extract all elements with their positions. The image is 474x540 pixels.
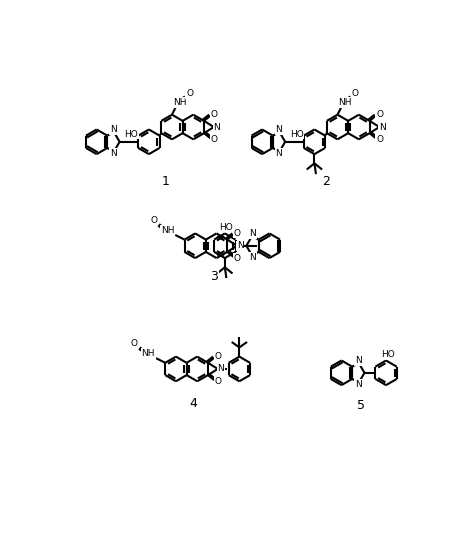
Text: O: O (210, 135, 218, 144)
Text: HO: HO (381, 350, 394, 359)
Text: N: N (218, 364, 224, 374)
Text: O: O (131, 339, 138, 348)
Text: N: N (355, 380, 362, 389)
Text: 3: 3 (210, 270, 219, 283)
Text: NH: NH (173, 98, 186, 107)
Text: N: N (249, 230, 256, 238)
Text: N: N (214, 123, 220, 132)
Text: N: N (275, 149, 282, 158)
Text: O: O (150, 216, 157, 225)
Text: HO: HO (124, 130, 138, 139)
Text: N: N (249, 253, 256, 262)
Text: O: O (234, 228, 241, 238)
Text: NH: NH (142, 349, 155, 358)
Text: O: O (214, 377, 221, 386)
Text: O: O (210, 110, 218, 119)
Text: 2: 2 (322, 176, 330, 188)
Text: N: N (355, 356, 362, 366)
Text: N: N (275, 125, 282, 134)
Text: 1: 1 (162, 176, 170, 188)
Text: N: N (110, 125, 117, 134)
Text: HO: HO (219, 223, 233, 232)
Text: O: O (376, 135, 383, 144)
Text: 5: 5 (357, 399, 365, 411)
Text: NH: NH (338, 98, 352, 107)
Text: O: O (214, 352, 221, 361)
Text: N: N (110, 149, 117, 158)
Text: NH: NH (161, 226, 174, 235)
Text: O: O (352, 90, 359, 98)
Text: N: N (237, 241, 244, 250)
Text: HO: HO (290, 130, 304, 139)
Text: O: O (376, 110, 383, 119)
Text: N: N (379, 123, 386, 132)
Text: 4: 4 (189, 397, 197, 410)
Text: O: O (234, 254, 241, 263)
Text: O: O (186, 90, 193, 98)
